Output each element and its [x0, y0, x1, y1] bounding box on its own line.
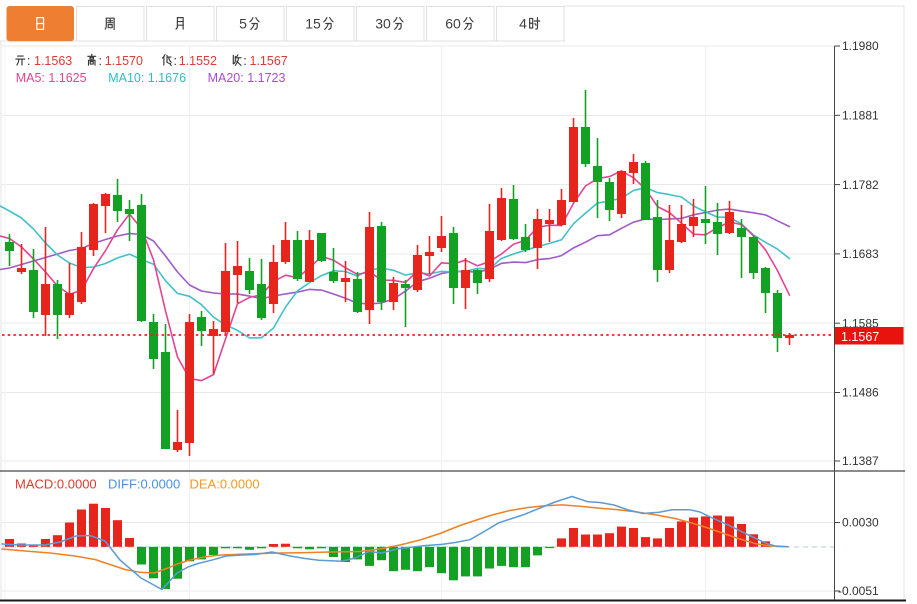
svg-text:1.1570: 1.1570 [105, 54, 143, 68]
svg-text:1.1387: 1.1387 [842, 454, 879, 468]
svg-text::: : [27, 54, 30, 68]
svg-text:1.1881: 1.1881 [842, 109, 879, 123]
svg-text:MA20: 1.1723: MA20: 1.1723 [208, 71, 286, 85]
svg-text:MA10: 1.1676: MA10: 1.1676 [108, 71, 186, 85]
svg-text:1.1683: 1.1683 [842, 247, 879, 261]
svg-text:1.1563: 1.1563 [34, 54, 72, 68]
svg-text:1.1567: 1.1567 [841, 330, 879, 344]
svg-text:5: 5 [239, 16, 247, 32]
svg-text:DIFF:0.0000: DIFF:0.0000 [108, 477, 180, 492]
svg-text:1.1980: 1.1980 [842, 39, 879, 53]
svg-text:MACD:0.0000: MACD:0.0000 [15, 477, 97, 492]
svg-text:MA5: 1.1625: MA5: 1.1625 [16, 71, 87, 85]
svg-text:1.1585: 1.1585 [842, 316, 879, 330]
svg-text:0.0030: 0.0030 [842, 516, 879, 530]
svg-text:1.1552: 1.1552 [179, 54, 217, 68]
svg-text::: : [243, 54, 246, 68]
svg-text:15: 15 [305, 16, 321, 32]
svg-text:1.1567: 1.1567 [250, 54, 288, 68]
svg-text:1.1486: 1.1486 [842, 386, 879, 400]
svg-text::: : [174, 54, 177, 68]
svg-text::: : [99, 54, 102, 68]
svg-text:4: 4 [519, 16, 527, 32]
svg-text:-0.0051: -0.0051 [838, 584, 879, 598]
svg-text:1.1782: 1.1782 [842, 178, 879, 192]
svg-text:DEA:0.0000: DEA:0.0000 [190, 477, 260, 492]
svg-text:60: 60 [445, 16, 461, 32]
svg-text:30: 30 [375, 16, 391, 32]
